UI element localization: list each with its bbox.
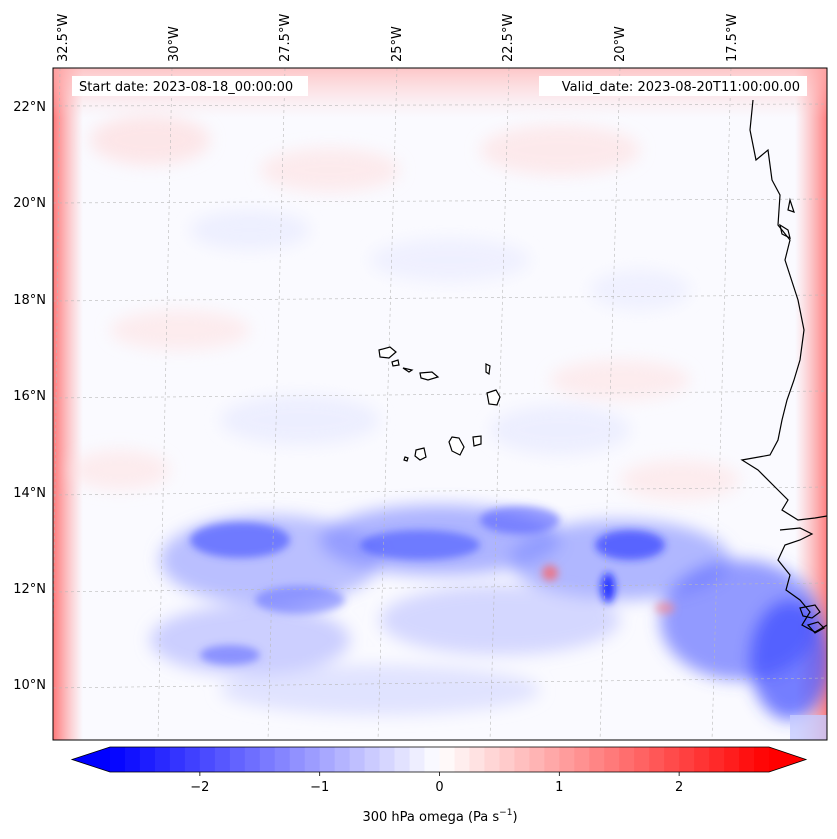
- valid-date-label: Valid_date: 2023-08-20T11:00:00.00: [562, 80, 800, 95]
- colorbar-extend-low: [72, 747, 110, 772]
- colorbar-tick-label: 1: [555, 780, 563, 795]
- lon-label: 17.5°W: [725, 14, 740, 62]
- colorbar-cell: [739, 747, 755, 772]
- colorbar-cell: [604, 747, 620, 772]
- colorbar-cell: [724, 747, 740, 772]
- colorbar-cell: [110, 747, 126, 772]
- lat-label: 18°N: [13, 293, 46, 308]
- colorbar-cell: [379, 747, 396, 772]
- colorbar-cell: [364, 747, 381, 772]
- colorbar-cell: [259, 747, 276, 772]
- colorbar-cell: [709, 747, 725, 772]
- colorbar-tick-label: 2: [675, 780, 683, 795]
- colorbar-cell: [244, 747, 261, 772]
- start-date-label: Start date: 2023-08-18_00:00:00: [79, 80, 293, 95]
- colorbar-cell: [424, 747, 441, 772]
- colorbar-cell: [214, 747, 231, 772]
- colorbar-cell: [634, 747, 650, 772]
- colorbar-cell: [289, 747, 306, 772]
- start-date-box: [72, 76, 308, 96]
- lon-label: 25°W: [390, 26, 405, 62]
- colorbar-cell: [139, 747, 156, 772]
- colorbar-label-exponent: −1: [499, 808, 512, 818]
- colorbar-cell: [544, 747, 560, 772]
- colorbar-cell: [394, 747, 411, 772]
- lon-label: 27.5°W: [278, 14, 293, 62]
- colorbar-cells: [110, 747, 770, 772]
- colorbar-outline: [70, 746, 808, 773]
- colorbar-cell: [619, 747, 635, 772]
- colorbar-extend-high: [769, 747, 806, 772]
- lon-label: 30°W: [167, 26, 182, 62]
- colorbar-tick-label: −1: [310, 780, 329, 795]
- colorbar-label: 300 hPa omega (Pa s−1): [362, 808, 517, 825]
- colorbar-tick-label: 0: [435, 780, 443, 795]
- omega-field: [53, 68, 827, 740]
- colorbar-cell: [574, 747, 590, 772]
- colorbar-cell: [319, 747, 336, 772]
- africa-coast: [740, 99, 827, 521]
- colorbar-label-main: 300 hPa omega (Pa s: [362, 810, 499, 825]
- colorbar-cell: [169, 747, 186, 772]
- colorbar: −2 −1 0 1 2 300 hPa omega (Pa s−1): [70, 746, 808, 825]
- colorbar-cell: [124, 747, 141, 772]
- colorbar-cell: [529, 747, 545, 772]
- lon-label: 32.5°W: [56, 14, 71, 62]
- colorbar-label-end: ): [512, 810, 517, 825]
- lat-label: 20°N: [13, 196, 46, 211]
- colorbar-cell: [589, 747, 605, 772]
- lat-label: 16°N: [13, 389, 46, 404]
- colorbar-cell: [349, 747, 366, 772]
- colorbar-cell: [274, 747, 291, 772]
- colorbar-tick-label: −2: [190, 780, 209, 795]
- lat-label: 12°N: [13, 582, 46, 597]
- coastline: [740, 99, 827, 634]
- colorbar-cell: [694, 747, 710, 772]
- lat-label: 22°N: [13, 100, 46, 115]
- longitude-labels: 32.5°W 30°W 27.5°W 25°W 22.5°W 20°W 17.5…: [56, 14, 740, 62]
- colorbar-cell: [409, 747, 426, 772]
- colorbar-cell: [484, 747, 501, 772]
- colorbar-cell: [334, 747, 351, 772]
- colorbar-cell: [559, 747, 575, 772]
- colorbar-ticks: −2 −1 0 1 2: [190, 772, 683, 795]
- colorbar-cell: [184, 747, 201, 772]
- cape-verde-islands: [378, 346, 501, 462]
- lat-label: 14°N: [13, 486, 46, 501]
- lon-label: 20°W: [613, 26, 628, 62]
- colorbar-cell: [304, 747, 321, 772]
- colorbar-cell: [229, 747, 246, 772]
- latitude-labels: 22°N 20°N 18°N 16°N 14°N 12°N 10°N: [13, 100, 46, 693]
- lon-label: 22.5°W: [501, 14, 516, 62]
- colorbar-cell: [649, 747, 665, 772]
- colorbar-cell: [199, 747, 216, 772]
- colorbar-cell: [664, 747, 680, 772]
- colorbar-cell: [754, 747, 770, 772]
- valid-date-box: [539, 76, 807, 96]
- colorbar-cell: [514, 747, 530, 772]
- map-frame: [52, 67, 828, 741]
- colorbar-cell: [469, 747, 486, 772]
- colorbar-cell: [154, 747, 171, 772]
- colorbar-cell: [439, 747, 456, 772]
- colorbar-cell: [679, 747, 695, 772]
- colorbar-cell: [499, 747, 515, 772]
- colorbar-cell: [454, 747, 471, 772]
- lat-label: 10°N: [13, 678, 46, 693]
